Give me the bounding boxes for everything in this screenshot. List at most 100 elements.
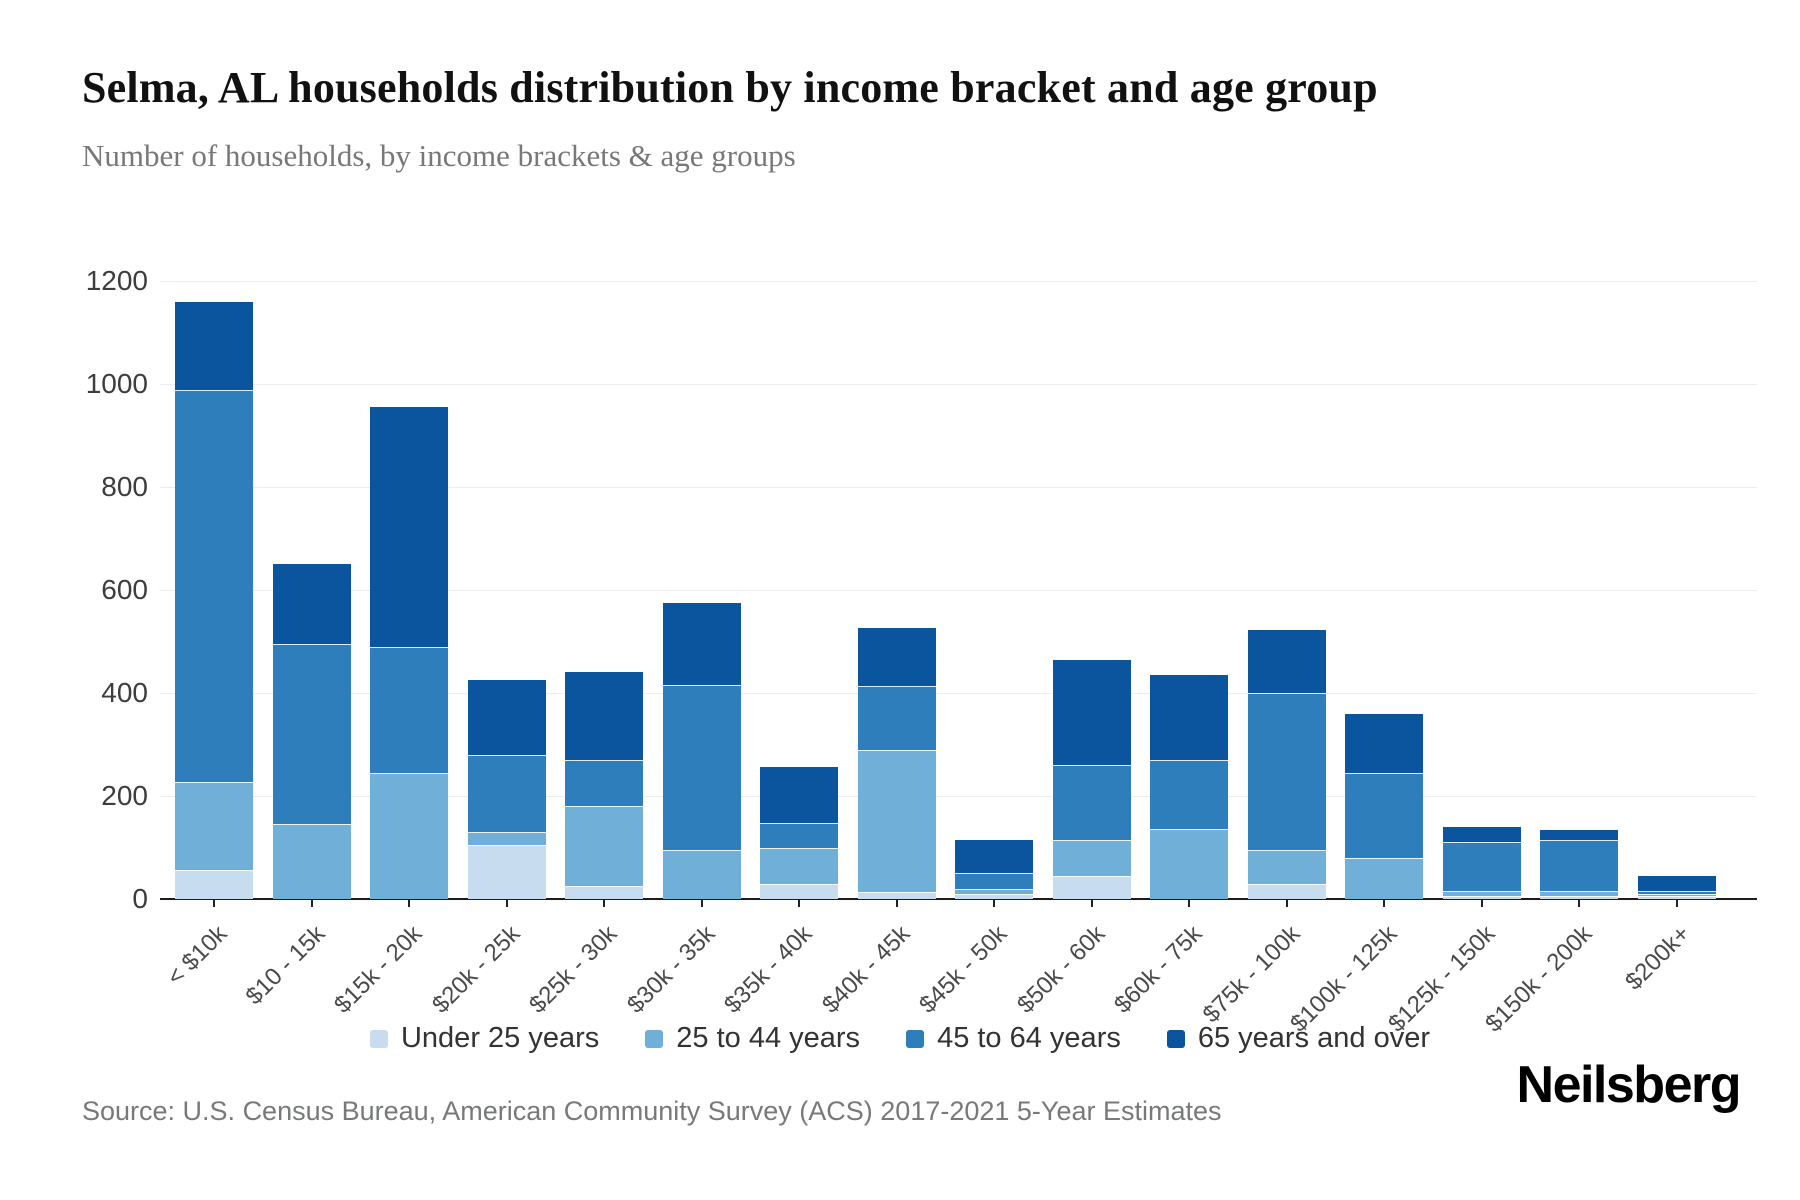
bar-segment-50k-60k-45-to-64-years[interactable] (1052, 765, 1131, 840)
bar-segment-30k-35k-25-to-44-years[interactable] (662, 850, 741, 899)
bar-segment-60k-75k-25-to-44-years[interactable] (1150, 829, 1228, 899)
bar-segment-20k-25k-under-25-years[interactable] (467, 844, 546, 899)
bar-60k-75k[interactable] (1150, 675, 1228, 899)
bar-20k-25k[interactable] (467, 680, 546, 899)
gridline-200 (160, 796, 1757, 797)
bar-15k-20k[interactable] (370, 407, 448, 899)
bar-segment-45k-50k-under-25-years[interactable] (955, 893, 1033, 899)
bar-25k-30k[interactable] (565, 672, 643, 899)
bar-segment-35k-40k-65-years-and-over[interactable] (760, 766, 838, 824)
bar-segment-30k-35k-65-years-and-over[interactable] (662, 602, 741, 686)
bar-segment-50k-60k-65-years-and-over[interactable] (1052, 659, 1131, 766)
legend-swatch-65-years-and-over (1166, 1029, 1185, 1048)
gridline-600 (160, 590, 1757, 591)
bar-segment-100k-125k-45-to-64-years[interactable] (1345, 772, 1423, 858)
bar-10k[interactable] (175, 302, 253, 899)
bar-segment-75k-100k-under-25-years[interactable] (1247, 883, 1326, 899)
bar-segment-45k-50k-45-to-64-years[interactable] (955, 873, 1033, 889)
bar-segment-15k-20k-65-years-and-over[interactable] (370, 407, 448, 647)
x-tick-20k-25k (505, 900, 508, 907)
bar-segment-125k-150k-65-years-and-over[interactable] (1442, 826, 1521, 843)
bar-segment-150k-200k-under-25-years[interactable] (1540, 896, 1618, 899)
bar-segment-25k-30k-45-to-64-years[interactable] (565, 759, 643, 807)
bar-35k-40k[interactable] (760, 766, 838, 899)
bar-segment-20k-25k-25-to-44-years[interactable] (467, 832, 546, 845)
bar-segment-200k-25-to-44-years[interactable] (1637, 893, 1716, 897)
bar-segment-200k-under-25-years[interactable] (1637, 896, 1716, 899)
x-tick-35k-40k (798, 900, 800, 907)
bar-segment-10-15k-45-to-64-years[interactable] (272, 644, 351, 825)
bar-100k-125k[interactable] (1345, 713, 1423, 899)
bar-125k-150k[interactable] (1442, 826, 1521, 899)
bar-segment-35k-40k-45-to-64-years[interactable] (760, 823, 838, 848)
bar-segment-40k-45k-under-25-years[interactable] (857, 891, 936, 899)
legend-item-under-25-years[interactable]: Under 25 years (369, 1022, 600, 1055)
bar-segment-200k-65-years-and-over[interactable] (1637, 875, 1716, 892)
bar-segment-60k-75k-65-years-and-over[interactable] (1150, 675, 1228, 760)
legend-label-under-25-years: Under 25 years (400, 1022, 600, 1054)
legend: Under 25 years 25 to 44 years 45 to 64 yea… (0, 1022, 1800, 1055)
bar-segment-40k-45k-65-years-and-over[interactable] (857, 628, 936, 687)
x-tick-100k-125k (1383, 900, 1385, 907)
bar-segment-20k-25k-65-years-and-over[interactable] (467, 680, 546, 755)
bar-segment-20k-25k-45-to-64-years[interactable] (467, 754, 546, 833)
source-note: Source: U.S. Census Bureau, American Com… (82, 1096, 1222, 1126)
bar-segment-125k-150k-25-to-44-years[interactable] (1442, 891, 1521, 897)
legend-swatch-45-to-64-years (906, 1029, 925, 1048)
bar-segment-15k-20k-25-to-44-years[interactable] (370, 772, 448, 899)
chart-title: Selma, AL households distribution by inc… (82, 63, 1378, 112)
y-tick-label-600: 600 (101, 574, 148, 605)
bar-segment-25k-30k-25-to-44-years[interactable] (565, 806, 643, 887)
y-tick-label-0: 0 (132, 883, 148, 914)
bar-45k-50k[interactable] (955, 839, 1033, 899)
bar-segment-10k-45-to-64-years[interactable] (175, 390, 253, 783)
bar-segment-150k-200k-45-to-64-years[interactable] (1540, 839, 1618, 892)
bar-30k-35k[interactable] (662, 602, 741, 899)
chart-subtitle: Number of households, by income brackets… (82, 138, 796, 173)
bar-segment-10k-under-25-years[interactable] (175, 869, 253, 899)
bar-segment-35k-40k-25-to-44-years[interactable] (760, 847, 838, 884)
bar-segment-200k-45-to-64-years[interactable] (1637, 891, 1716, 894)
bar-segment-125k-150k-under-25-years[interactable] (1442, 896, 1521, 899)
bar-segment-75k-100k-45-to-64-years[interactable] (1247, 693, 1326, 851)
bar-40k-45k[interactable] (857, 628, 936, 899)
bar-segment-50k-60k-25-to-44-years[interactable] (1052, 839, 1131, 876)
gridline-800 (160, 487, 1757, 488)
bar-segment-10-15k-25-to-44-years[interactable] (272, 824, 351, 899)
gridline-400 (160, 693, 1757, 694)
bar-segment-50k-60k-under-25-years[interactable] (1052, 875, 1131, 899)
bar-segment-45k-50k-25-to-44-years[interactable] (955, 888, 1033, 894)
bar-50k-60k[interactable] (1052, 659, 1131, 899)
bar-150k-200k[interactable] (1540, 829, 1618, 899)
legend-swatch-25-to-44-years (645, 1029, 664, 1048)
bar-segment-40k-45k-45-to-64-years[interactable] (857, 686, 936, 751)
bar-75k-100k[interactable] (1247, 630, 1326, 899)
bar-segment-125k-150k-45-to-64-years[interactable] (1442, 842, 1521, 892)
bar-segment-30k-35k-45-to-64-years[interactable] (662, 685, 741, 851)
bar-segment-10k-65-years-and-over[interactable] (175, 302, 253, 391)
bar-segment-35k-40k-under-25-years[interactable] (760, 883, 838, 899)
bar-segment-40k-45k-25-to-44-years[interactable] (857, 750, 936, 892)
plot-area (160, 281, 1757, 900)
bar-segment-75k-100k-65-years-and-over[interactable] (1247, 630, 1326, 694)
bar-segment-10k-25-to-44-years[interactable] (175, 782, 253, 870)
legend-swatch-under-25-years (369, 1029, 388, 1048)
legend-item-25-to-44-years[interactable]: 25 to 44 years (645, 1022, 860, 1055)
x-tick-60k-75k (1188, 900, 1190, 907)
legend-item-45-to-64-years[interactable]: 45 to 64 years (906, 1022, 1121, 1055)
bar-segment-10-15k-65-years-and-over[interactable] (272, 564, 351, 645)
legend-item-65-years-and-over[interactable]: 65 years and over (1166, 1022, 1430, 1055)
bar-segment-100k-125k-25-to-44-years[interactable] (1345, 857, 1423, 899)
bar-segment-25k-30k-under-25-years[interactable] (565, 886, 643, 899)
bar-segment-75k-100k-25-to-44-years[interactable] (1247, 850, 1326, 884)
bar-segment-150k-200k-25-to-44-years[interactable] (1540, 891, 1618, 897)
bar-segment-150k-200k-65-years-and-over[interactable] (1540, 829, 1618, 840)
bar-segment-15k-20k-45-to-64-years[interactable] (370, 646, 448, 773)
bar-segment-45k-50k-65-years-and-over[interactable] (955, 839, 1033, 874)
bar-segment-60k-75k-45-to-64-years[interactable] (1150, 759, 1228, 830)
bar-10-15k[interactable] (272, 564, 351, 899)
neilsberg-logo: Neilsberg (1516, 1056, 1742, 1114)
bar-200k[interactable] (1637, 875, 1716, 899)
bar-segment-100k-125k-65-years-and-over[interactable] (1345, 713, 1423, 773)
bar-segment-25k-30k-65-years-and-over[interactable] (565, 672, 643, 760)
